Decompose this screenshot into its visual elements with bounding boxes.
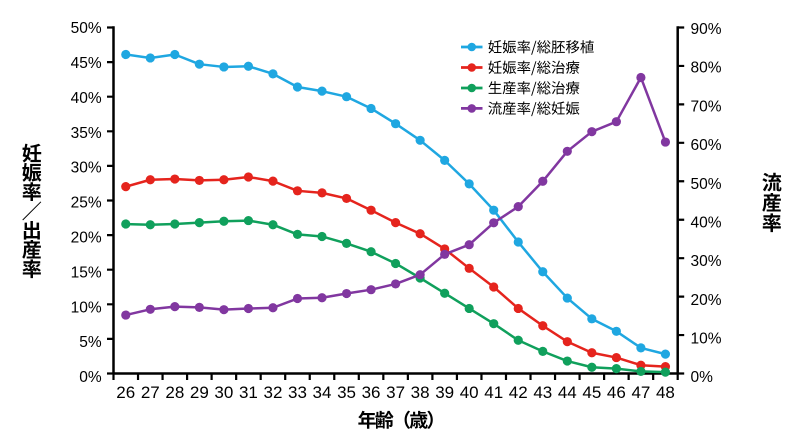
- svg-text:46: 46: [607, 383, 626, 402]
- svg-text:44: 44: [558, 383, 577, 402]
- svg-text:10%: 10%: [691, 330, 722, 347]
- svg-text:40%: 40%: [71, 90, 102, 107]
- svg-text:31: 31: [239, 383, 258, 402]
- svg-text:27: 27: [141, 383, 160, 402]
- svg-text:43: 43: [533, 383, 552, 402]
- svg-text:33: 33: [288, 383, 307, 402]
- svg-text:29: 29: [190, 383, 209, 402]
- svg-text:90%: 90%: [691, 21, 722, 38]
- svg-text:26: 26: [116, 383, 135, 402]
- svg-text:20%: 20%: [691, 292, 722, 309]
- svg-text:45: 45: [582, 383, 601, 402]
- svg-text:70%: 70%: [691, 98, 722, 115]
- svg-text:28: 28: [165, 383, 184, 402]
- svg-text:10%: 10%: [71, 299, 102, 316]
- svg-text:50%: 50%: [691, 176, 722, 193]
- svg-text:32: 32: [263, 383, 282, 402]
- svg-text:30%: 30%: [691, 253, 722, 270]
- svg-text:30%: 30%: [71, 160, 102, 177]
- svg-text:37: 37: [386, 383, 405, 402]
- svg-text:0%: 0%: [79, 369, 102, 386]
- svg-text:41: 41: [484, 383, 503, 402]
- svg-text:45%: 45%: [71, 55, 102, 72]
- svg-text:42: 42: [509, 383, 528, 402]
- svg-text:80%: 80%: [691, 60, 722, 77]
- svg-text:39: 39: [435, 383, 454, 402]
- svg-text:20%: 20%: [71, 229, 102, 246]
- svg-text:0%: 0%: [691, 369, 714, 386]
- svg-text:30: 30: [214, 383, 233, 402]
- svg-text:15%: 15%: [71, 264, 102, 281]
- svg-text:40: 40: [460, 383, 479, 402]
- svg-text:40%: 40%: [691, 214, 722, 231]
- svg-text:35%: 35%: [71, 125, 102, 142]
- svg-text:36: 36: [362, 383, 381, 402]
- svg-text:38: 38: [411, 383, 430, 402]
- svg-text:47: 47: [631, 383, 650, 402]
- svg-text:5%: 5%: [79, 334, 102, 351]
- svg-text:34: 34: [313, 383, 332, 402]
- svg-text:25%: 25%: [71, 195, 102, 212]
- svg-text:35: 35: [337, 383, 356, 402]
- svg-text:48: 48: [656, 383, 675, 402]
- svg-text:60%: 60%: [691, 137, 722, 154]
- svg-text:50%: 50%: [71, 20, 102, 37]
